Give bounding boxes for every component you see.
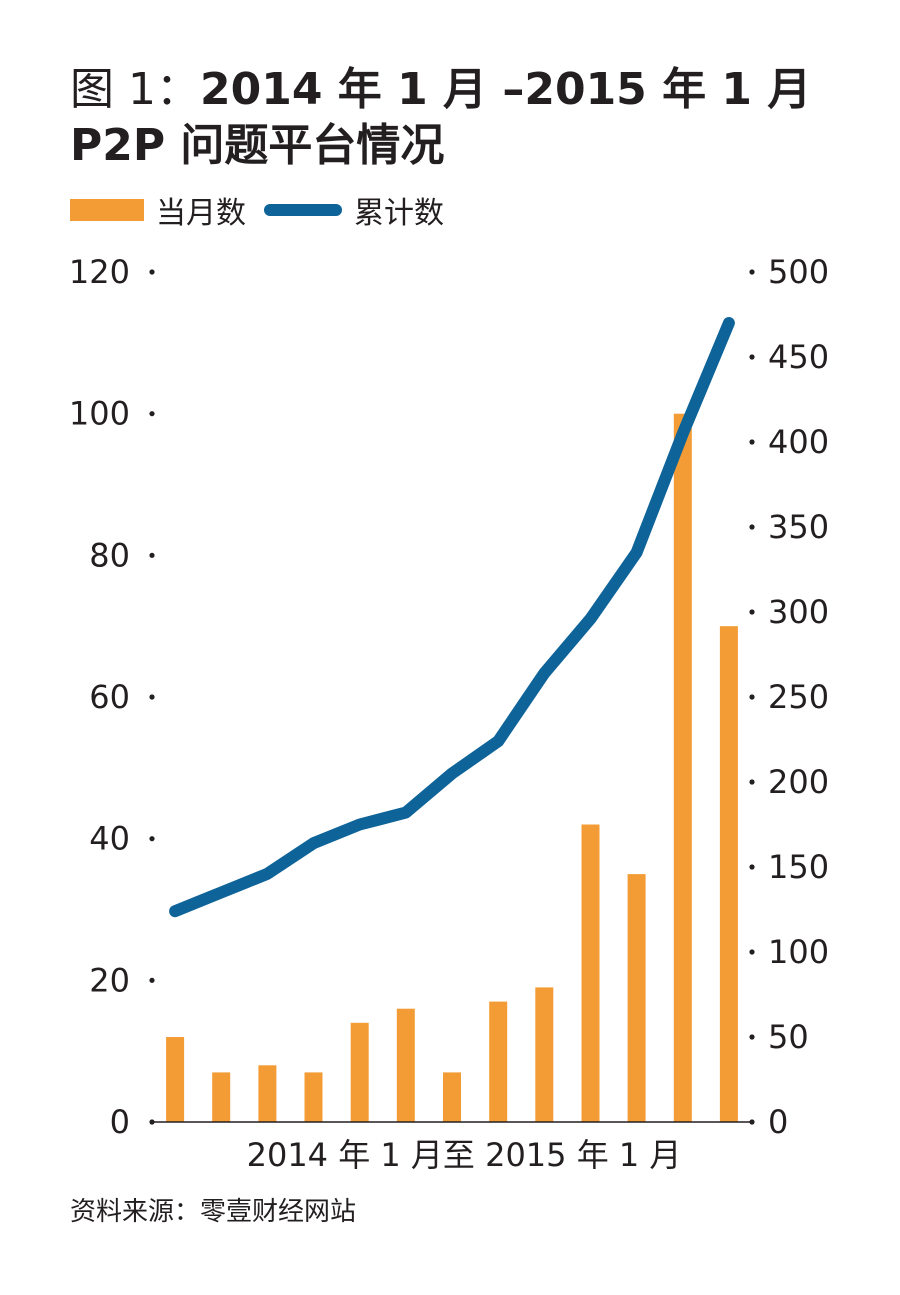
bar-3: [258, 1065, 277, 1122]
chart-title: 图 1：2014 年 1 月 –2015 年 1 月 P2P 问题平台情况: [70, 62, 870, 174]
line-point-8: [497, 740, 499, 742]
x-axis-label: 2014 年 1 月至 2015 年 1 月: [247, 1136, 682, 1174]
line-point-2: [220, 892, 222, 893]
right-tick-label: 50: [768, 1018, 809, 1056]
source-note: 资料来源：零壹财经网站: [70, 1197, 357, 1227]
left-tick-label: 0: [110, 1103, 130, 1141]
right-tick-label: 400: [768, 423, 829, 461]
line-point-3: [266, 873, 268, 875]
legend-cumulative-label: 累计数: [354, 196, 444, 231]
left-tick-dot: [149, 269, 155, 275]
right-tick-label: 250: [768, 678, 829, 716]
right-tick-label: 100: [768, 933, 829, 971]
right-tick-label: 350: [768, 508, 829, 546]
legend-line-swatch: [264, 204, 342, 216]
right-tick-dot: [749, 1034, 755, 1040]
line-point-13: [728, 322, 730, 324]
bar-11: [627, 874, 646, 1122]
left-tick-label: 120: [69, 253, 130, 291]
bar-13: [719, 626, 738, 1122]
right-tick-dot: [749, 609, 755, 615]
line-point-1: [174, 910, 176, 912]
bar-10: [581, 824, 600, 1122]
right-tick-label: 500: [768, 253, 829, 291]
bar-1: [166, 1037, 185, 1122]
right-tick-dot: [749, 439, 755, 445]
line-point-4: [313, 842, 314, 844]
left-tick-dot: [149, 411, 155, 417]
chart-title-line-2: P2P 问题平台情况: [70, 120, 445, 171]
legend-item-cumulative: 累计数: [264, 188, 444, 232]
right-tick-label: 200: [768, 763, 829, 801]
bar-12: [673, 413, 692, 1122]
figure-number: 图 1：: [70, 64, 200, 115]
bar-series: [166, 413, 738, 1122]
right-tick-dot: [749, 354, 755, 360]
left-tick-label: 100: [69, 395, 130, 433]
line-point-6: [405, 812, 407, 814]
chart-title-line-1: 图 1：2014 年 1 月 –2015 年 1 月: [70, 62, 870, 118]
left-tick-dot: [149, 694, 155, 700]
right-tick-dot: [749, 949, 755, 955]
right-tick-label: 300: [768, 593, 829, 631]
left-tick-label: 60: [89, 678, 130, 716]
chart-legend: 当月数 累计数: [70, 188, 462, 232]
bar-9: [535, 987, 554, 1122]
right-tick-label: 0: [768, 1103, 788, 1141]
line-point-7: [451, 773, 453, 774]
legend-monthly-label: 当月数: [156, 196, 246, 231]
bar-6: [396, 1008, 415, 1122]
right-tick-dot: [749, 269, 755, 275]
cumulative-line: [169, 317, 735, 918]
bar-5: [350, 1022, 369, 1122]
right-tick-dot: [749, 1119, 755, 1125]
legend-bar-swatch: [70, 199, 144, 221]
line-point-10: [590, 618, 591, 620]
left-tick-dot: [149, 552, 155, 558]
bar-2: [212, 1072, 231, 1122]
left-tick-label: 80: [89, 536, 130, 574]
line-point-12: [682, 433, 684, 434]
right-tick-dot: [749, 779, 755, 785]
bar-4: [304, 1072, 323, 1122]
left-tick-dot: [149, 1119, 155, 1125]
legend-item-monthly: 当月数: [70, 188, 246, 232]
chart-axes: [149, 269, 755, 1125]
right-tick-dot: [749, 694, 755, 700]
right-tick-label: 450: [768, 338, 829, 376]
title-date-range: 2014 年 1 月 –2015 年 1 月: [199, 64, 812, 115]
left-tick-dot: [149, 977, 155, 983]
line-series: [169, 317, 735, 918]
right-tick-label: 150: [768, 848, 829, 886]
left-tick-dot: [149, 836, 155, 842]
left-tick-label: 40: [89, 820, 130, 858]
right-tick-dot: [749, 524, 755, 530]
line-point-9: [543, 672, 545, 674]
right-tick-dot: [749, 864, 755, 870]
left-tick-label: 20: [89, 961, 130, 999]
bar-7: [443, 1072, 461, 1122]
axis-labels: 0 20 40 60 80 100 120 0 50 100 150 200 250 300 350 400 4…: [69, 253, 829, 1174]
line-point-11: [636, 552, 638, 553]
line-point-5: [359, 824, 361, 825]
bar-8: [489, 1001, 508, 1122]
